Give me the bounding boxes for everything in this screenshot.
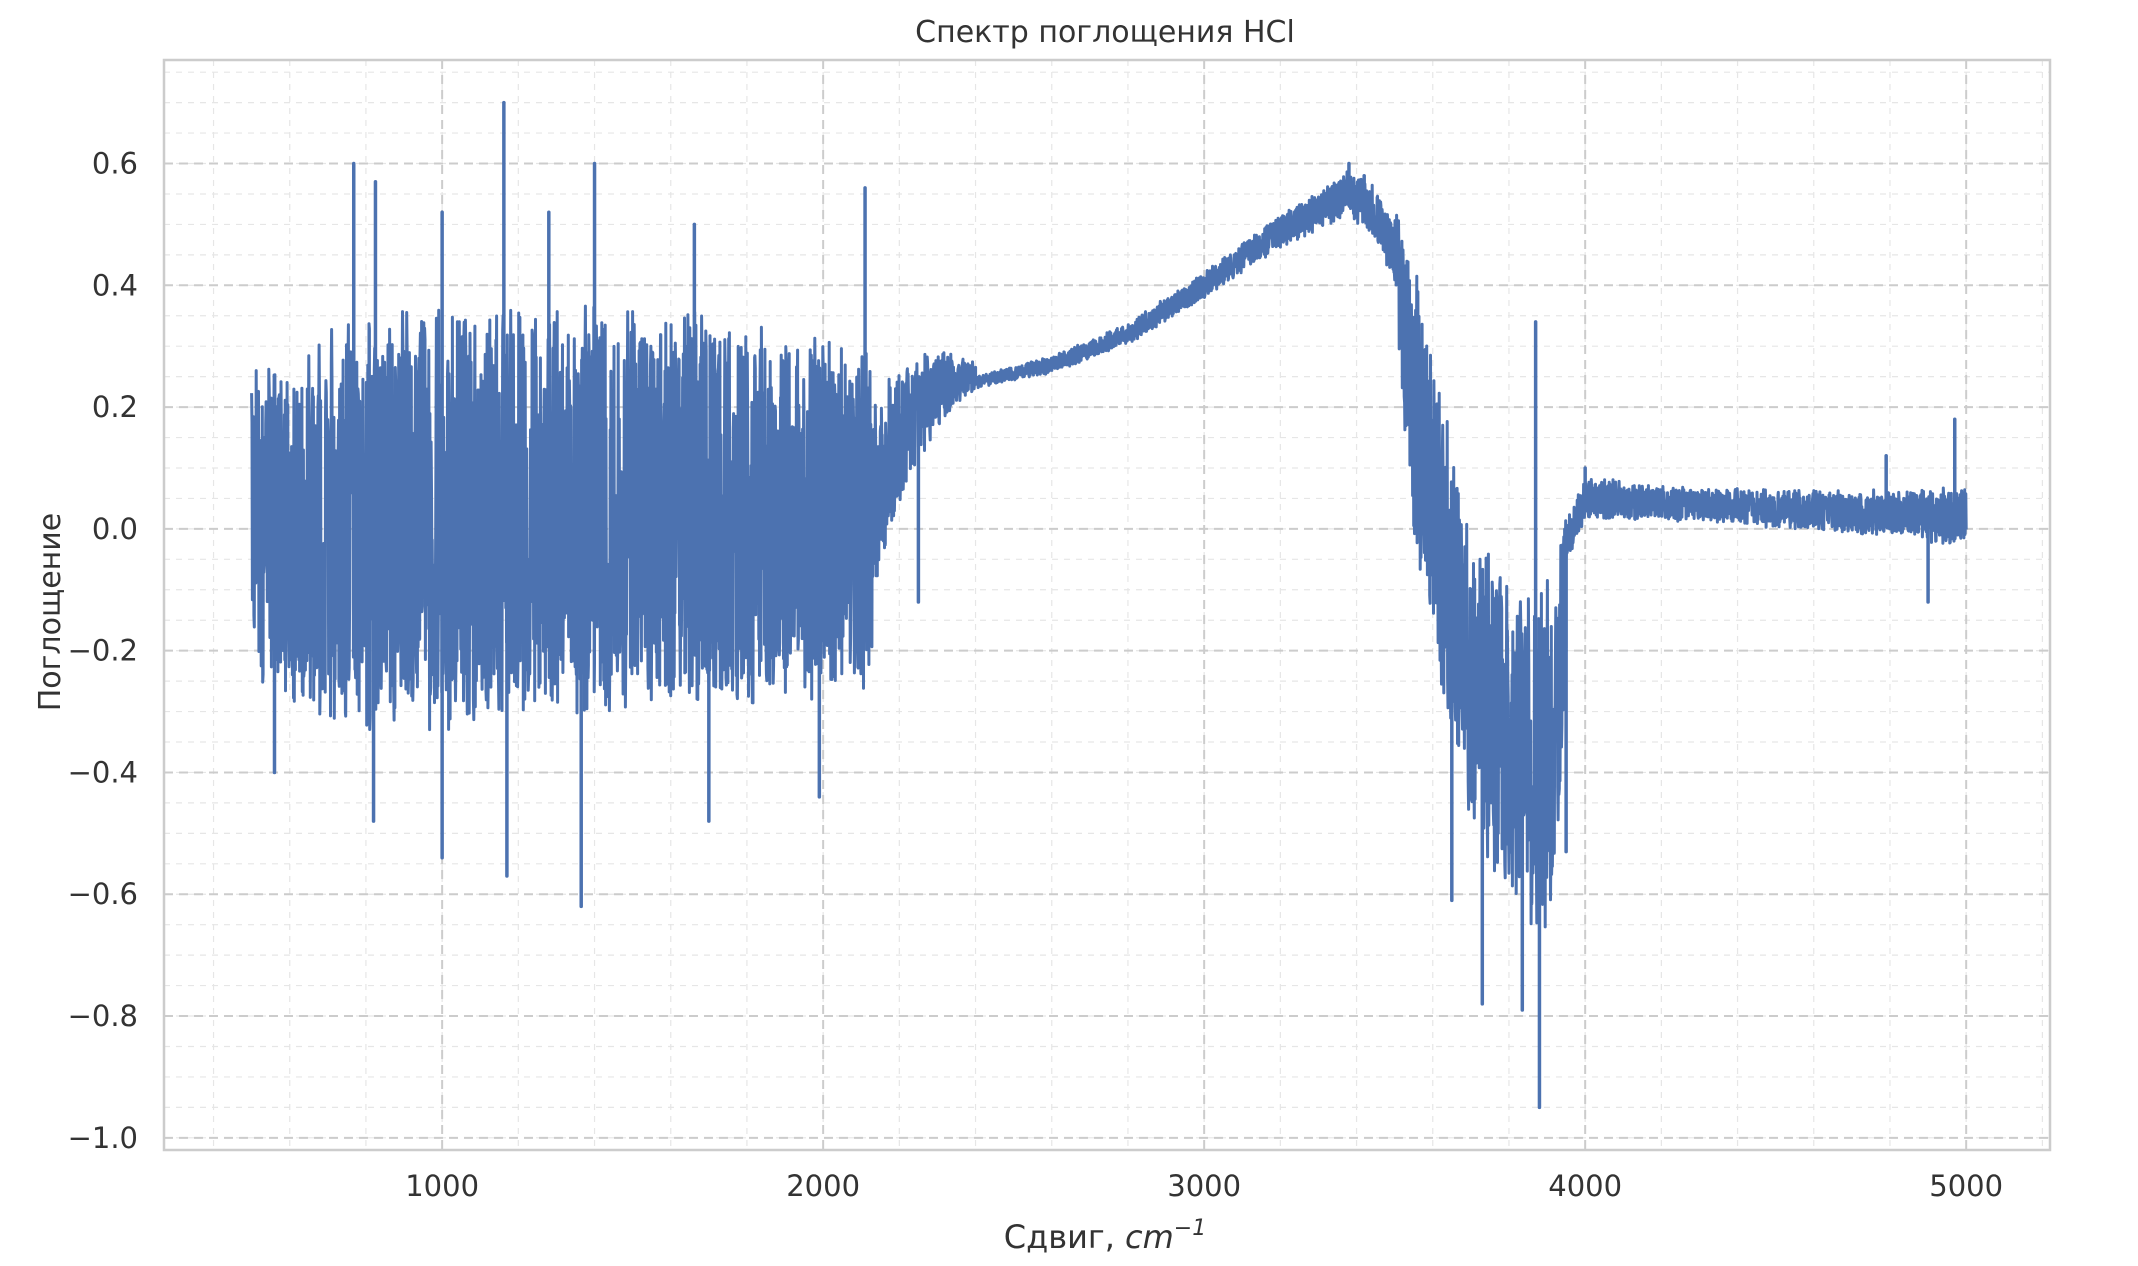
- y-tick-label: −0.4: [68, 755, 138, 789]
- series-line: [250, 170, 1968, 929]
- x-axis-unit-exponent: −1: [1174, 1216, 1206, 1241]
- x-tick-label: 5000: [1929, 1169, 2003, 1203]
- x-axis-label: Сдвиг, cm−1: [1004, 1216, 1206, 1256]
- x-axis-unit: cm: [1125, 1218, 1174, 1256]
- y-tick-label: −1.0: [68, 1121, 138, 1155]
- y-tick-label: 0.6: [92, 147, 138, 181]
- y-tick-label: −0.6: [68, 877, 138, 911]
- series-layer: [250, 100, 1968, 1110]
- y-tick-label: 0.4: [92, 268, 138, 302]
- plot-area-frame: [162, 58, 2052, 1152]
- x-axis-label-text: Сдвиг,: [1004, 1218, 1125, 1256]
- y-tick-label: 0.0: [92, 512, 138, 546]
- x-tick-label: 2000: [786, 1169, 860, 1203]
- y-axis-label: Поглощение: [33, 513, 68, 712]
- y-tick-label: 0.2: [92, 390, 138, 424]
- x-tick-label: 1000: [405, 1169, 479, 1203]
- y-tick-labels: 0.6 0.4 0.2 0.0 −0.2 −0.4 −0.6 −0.8 −1.0: [68, 147, 138, 1155]
- x-tick-labels: 1000 2000 3000 4000 5000: [405, 1169, 2003, 1203]
- x-tick-label: 4000: [1548, 1169, 1622, 1203]
- y-tick-label: −0.2: [68, 634, 138, 668]
- chart-title: Спектр поглощения HCl: [915, 15, 1295, 50]
- y-tick-label: −0.8: [68, 999, 138, 1033]
- x-tick-label: 3000: [1167, 1169, 1241, 1203]
